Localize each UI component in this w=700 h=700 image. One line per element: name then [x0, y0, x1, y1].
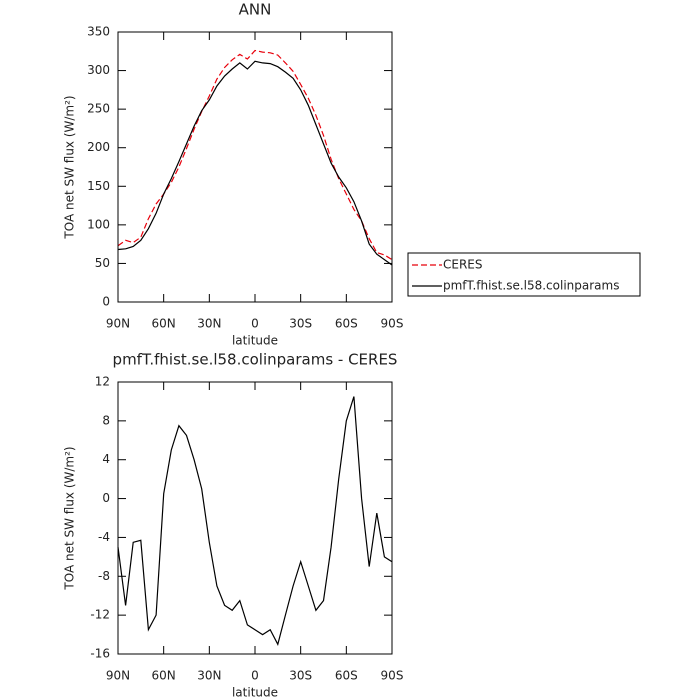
legend-label: pmfT.fhist.se.l58.colinparams — [443, 279, 619, 293]
y-tick-label: -4 — [98, 530, 110, 544]
y-tick-label: 12 — [95, 375, 110, 389]
x-tick-label: 90N — [106, 317, 130, 331]
x-tick-label: 0 — [251, 669, 259, 683]
x-tick-label: 0 — [251, 317, 259, 331]
x-tick-label: 60S — [335, 669, 358, 683]
y-tick-label: 8 — [102, 413, 110, 427]
chart-title: pmfT.fhist.se.l58.colinparams - CERES — [113, 351, 398, 369]
x-tick-label: 90S — [381, 317, 404, 331]
y-tick-label: 100 — [87, 217, 110, 231]
x-tick-label: 90S — [381, 669, 404, 683]
y-tick-label: 4 — [102, 452, 110, 466]
x-axis-label: latitude — [232, 686, 278, 700]
x-tick-label: 60S — [335, 317, 358, 331]
y-tick-label: 50 — [95, 256, 110, 270]
x-tick-label: 60N — [152, 317, 176, 331]
data-line — [117, 60, 393, 266]
x-tick-label: 30S — [289, 669, 312, 683]
plot-frame — [117, 31, 393, 303]
y-axis-label: TOA net SW flux (W/m²) — [63, 95, 77, 239]
chart-title: ANN — [239, 1, 272, 19]
y-tick-label: -12 — [90, 608, 110, 622]
x-tick-label: 30S — [289, 317, 312, 331]
y-tick-label: 200 — [87, 140, 110, 154]
legend-box — [407, 252, 641, 297]
y-tick-label: -16 — [90, 647, 110, 661]
y-tick-label: 300 — [87, 63, 110, 77]
x-tick-label: 30N — [197, 669, 221, 683]
y-tick-label: -8 — [98, 569, 110, 583]
y-tick-label: 350 — [87, 25, 110, 39]
y-axis-label: TOA net SW flux (W/m²) — [63, 446, 77, 590]
y-tick-label: 0 — [102, 295, 110, 309]
x-tick-label: 30N — [197, 317, 221, 331]
plot-frame — [117, 381, 393, 655]
x-axis-label: latitude — [232, 334, 278, 348]
y-tick-label: 250 — [87, 102, 110, 116]
data-line — [117, 49, 393, 261]
legend-label: CERES — [443, 258, 483, 272]
x-tick-label: 90N — [106, 669, 130, 683]
y-tick-label: 150 — [87, 179, 110, 193]
y-tick-label: 0 — [102, 491, 110, 505]
data-line — [117, 396, 393, 646]
x-tick-label: 60N — [152, 669, 176, 683]
